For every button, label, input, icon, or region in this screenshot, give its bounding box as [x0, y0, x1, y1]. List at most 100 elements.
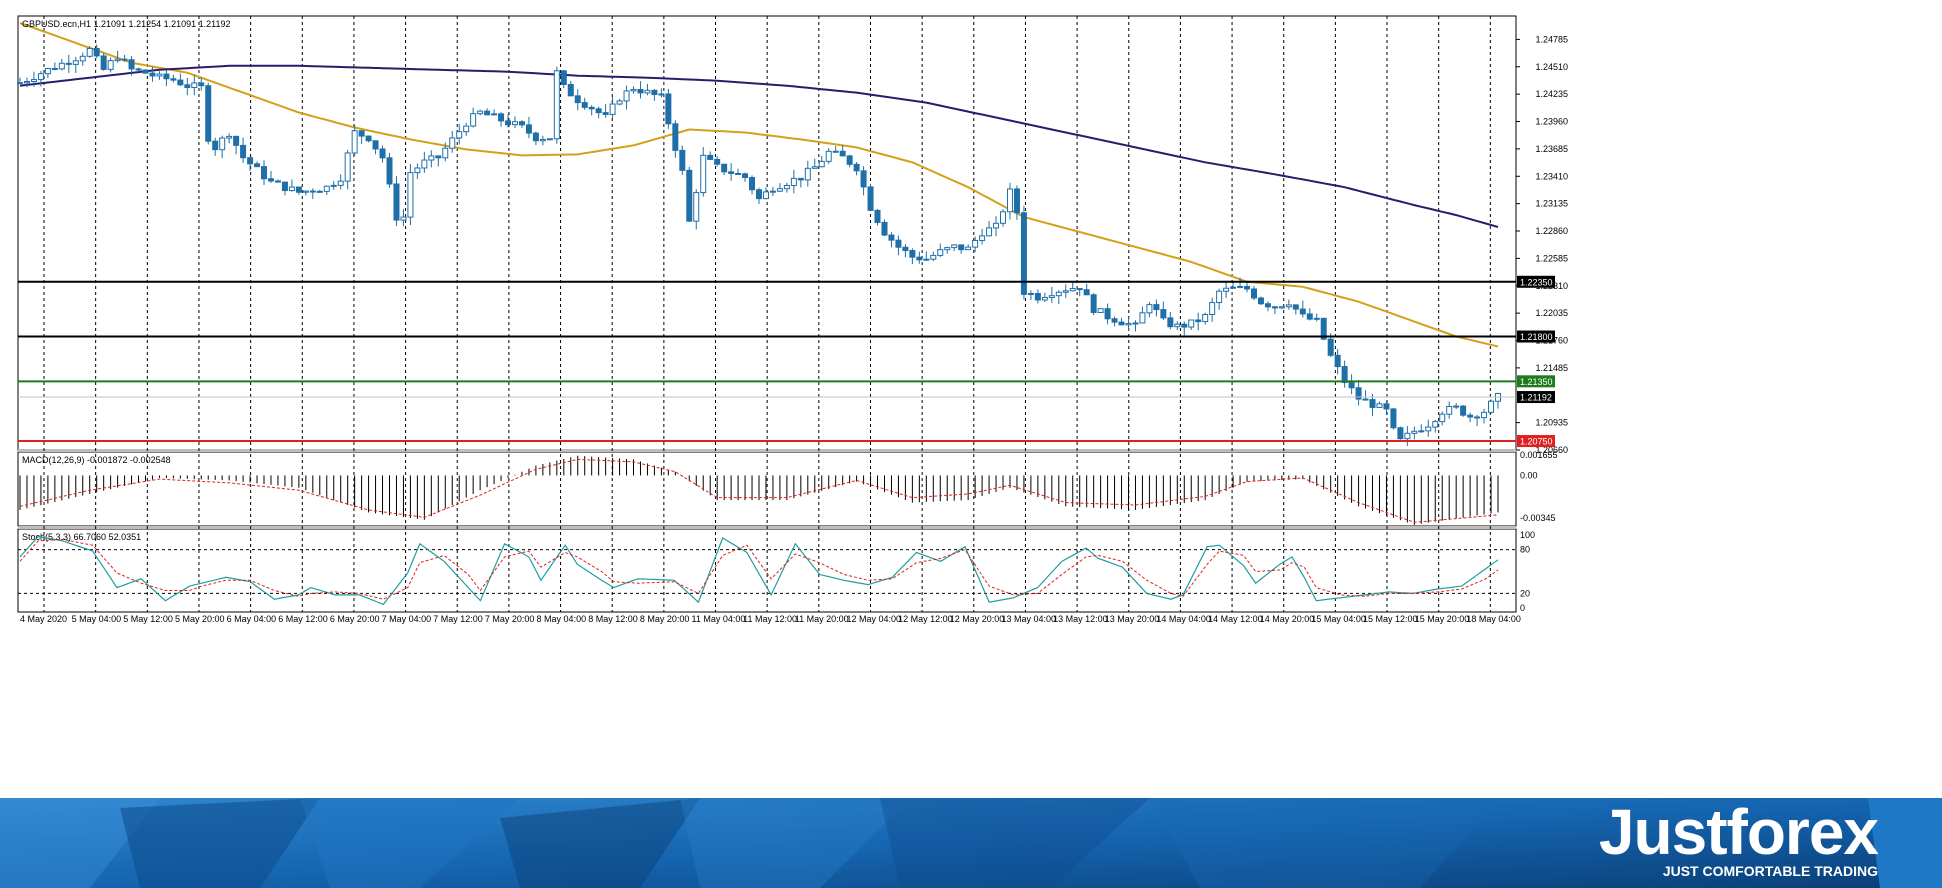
- candle: [1167, 311, 1174, 330]
- candle: [1020, 205, 1027, 300]
- candle: [470, 107, 477, 128]
- candle-body: [309, 190, 316, 193]
- candle: [902, 244, 909, 258]
- level-price-label: 1.21192: [1520, 393, 1552, 403]
- price-tick-label: 1.23685: [1535, 144, 1568, 154]
- candle: [972, 236, 979, 253]
- candle: [1278, 306, 1285, 310]
- candle: [72, 56, 79, 73]
- candle-body: [1418, 430, 1425, 433]
- candle: [337, 174, 344, 190]
- candle: [86, 45, 93, 58]
- candle: [1264, 301, 1271, 312]
- candle: [1237, 277, 1244, 289]
- x-tick-label: 12 May 12:00: [898, 614, 953, 624]
- candle: [993, 216, 1000, 237]
- candle-body: [756, 189, 762, 200]
- candle-body: [351, 130, 358, 154]
- candle-body: [539, 138, 546, 142]
- candle-body: [400, 216, 407, 221]
- x-tick-label: 7 May 20:00: [485, 614, 535, 624]
- candle: [1418, 424, 1425, 433]
- brand-logo: Justforex: [1598, 798, 1879, 868]
- symbol-header: GBPUSD.ecn,H1 1.21091 1.21254 1.21091 1.…: [22, 19, 231, 29]
- candle-body: [261, 166, 268, 180]
- candle: [797, 177, 804, 188]
- candle: [1411, 426, 1418, 440]
- macd-tick-label: -0.00345: [1520, 513, 1556, 523]
- stoch-tick-label: 80: [1520, 545, 1530, 555]
- chart-canvas: 4 May 2020 5 May 04:00 5 May 12:00 5 May 20…: [17, 15, 1568, 624]
- candle-body: [895, 239, 902, 248]
- x-tick-label: 6 May 20:00: [330, 614, 380, 624]
- candle-body: [407, 172, 414, 218]
- candle-body: [1181, 323, 1188, 328]
- price-tick-label: 1.24785: [1535, 34, 1568, 44]
- candle-body: [714, 158, 721, 165]
- candle-body: [944, 247, 951, 251]
- candle-body: [1250, 288, 1257, 299]
- price-tick-label: 1.22035: [1535, 308, 1568, 318]
- candle: [895, 235, 902, 256]
- candle: [1139, 306, 1146, 324]
- candle-body: [1146, 304, 1153, 314]
- candle-body: [30, 79, 37, 82]
- candle-body: [86, 47, 93, 57]
- candle-body: [1216, 290, 1223, 304]
- candle: [407, 163, 414, 226]
- candle: [846, 154, 853, 168]
- level-price-tag: [1517, 275, 1555, 288]
- candle-body: [114, 58, 121, 62]
- candle-body: [818, 160, 825, 168]
- x-tick-label: 7 May 04:00: [382, 614, 432, 624]
- candle-body: [177, 79, 184, 86]
- candle: [623, 85, 630, 110]
- candle-body: [1376, 403, 1383, 408]
- candle: [267, 170, 274, 184]
- candle-body: [511, 121, 518, 126]
- candle: [581, 97, 588, 110]
- candle: [937, 243, 944, 258]
- candle-body: [1474, 416, 1481, 419]
- candle: [170, 74, 177, 83]
- candle: [546, 138, 553, 141]
- candle: [1104, 303, 1111, 325]
- candle-body: [219, 137, 226, 151]
- candle-body: [233, 135, 240, 146]
- candle: [1271, 305, 1278, 315]
- candle-body: [679, 149, 686, 171]
- price-tick-label: 1.21485: [1535, 363, 1568, 373]
- candle: [769, 186, 776, 197]
- candle-body: [288, 186, 295, 192]
- candle: [1383, 401, 1390, 415]
- candle-body: [616, 100, 623, 105]
- stoch-k-line: [19, 535, 1499, 606]
- candle: [393, 175, 400, 227]
- candle-body: [1083, 289, 1090, 296]
- candle-body: [525, 124, 532, 134]
- candle-body: [191, 82, 198, 89]
- candle: [79, 52, 86, 66]
- candle-body: [1397, 427, 1404, 440]
- candle-body: [477, 110, 484, 115]
- candle-body: [72, 60, 79, 65]
- level-price-tag: [1517, 435, 1555, 448]
- candle-body: [1167, 317, 1174, 328]
- candle: [184, 77, 191, 96]
- candle: [1153, 299, 1160, 317]
- price-tick-label: 1.23410: [1535, 171, 1568, 181]
- candle-body: [1439, 413, 1446, 423]
- candle-body: [1264, 303, 1271, 308]
- candle-body: [790, 177, 797, 187]
- candle: [428, 150, 435, 168]
- candle: [511, 116, 518, 129]
- candle-body: [923, 258, 930, 261]
- level-price-tag: [1517, 391, 1555, 404]
- candle-body: [937, 249, 944, 256]
- banner-background: [0, 798, 1942, 888]
- candle: [1244, 282, 1251, 293]
- candle: [1369, 393, 1376, 417]
- candle: [491, 109, 498, 116]
- candle-body: [874, 209, 881, 223]
- candle-body: [1383, 403, 1390, 410]
